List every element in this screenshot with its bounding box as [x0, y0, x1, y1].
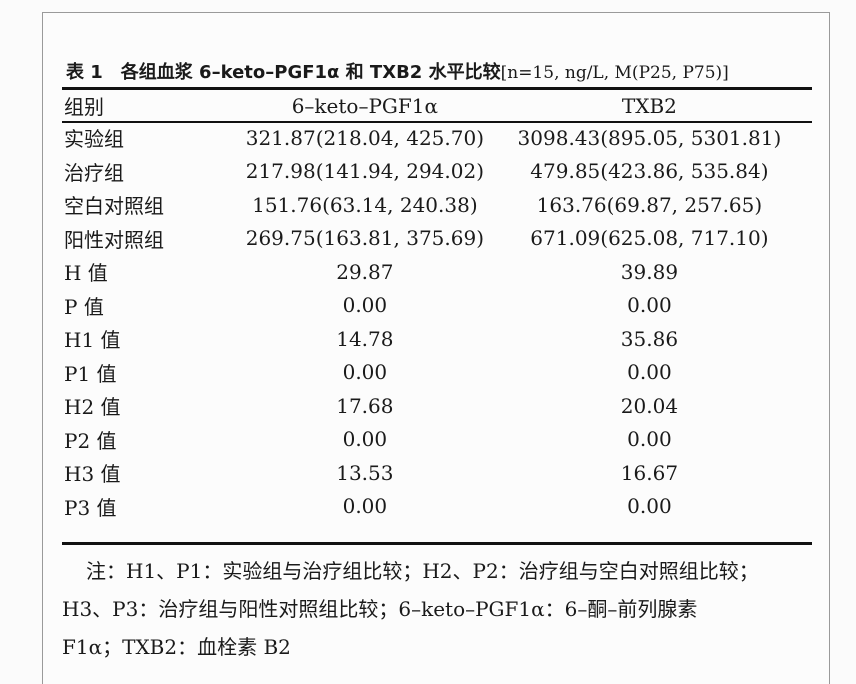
table-row: 阳性对照组 269.75(163.81, 375.69) 671.09(625.08… [62, 222, 812, 256]
table-cell: 0.00 [342, 293, 388, 318]
row-label: P3 值 [64, 495, 117, 520]
table-cell: 321.87(218.04, 425.70) [245, 125, 484, 150]
table-caption: 表 1 各组血浆 6–keto–PGF1α 和 TXB2 水平比较[n=15, … [66, 58, 806, 84]
table-cell: 39.89 [620, 259, 679, 284]
table-header-row: 组别 6–keto–PGF1α TXB2 [62, 90, 812, 121]
table-cell: 671.09(625.08, 717.10) [530, 226, 769, 251]
table-row: H2 值 17.68 20.04 [62, 389, 812, 423]
data-table: 组别 6–keto–PGF1α TXB2 实验组 321.87(218.04, 4… [62, 90, 812, 523]
table-cell: 16.67 [620, 460, 679, 485]
note-line-3: F1α；TXB2：血栓素 B2 [62, 635, 291, 659]
table-cell: 0.00 [342, 427, 388, 452]
table-cell: 17.68 [336, 393, 394, 418]
table-row: P2 值 0.00 0.00 [62, 423, 812, 457]
table-cell: 0.00 [342, 360, 388, 385]
row-label: H 值 [64, 261, 108, 286]
note-line-2: H3、P3：治疗组与阳性对照组比较；6–keto–PGF1α：6–酮–前列腺素 [62, 597, 698, 621]
row-label: 实验组 [64, 127, 124, 152]
table-row: 实验组 321.87(218.04, 425.70) 3098.43(895.05,… [62, 121, 812, 155]
table-row: P 值 0.00 0.00 [62, 289, 812, 323]
header-rule [62, 121, 812, 123]
row-label: 阳性对照组 [64, 227, 164, 252]
table-cell: 0.00 [342, 494, 388, 519]
table-cell: 35.86 [620, 326, 679, 351]
top-rule [62, 87, 812, 90]
row-label: P1 值 [64, 361, 117, 386]
table-row: 治疗组 217.98(141.94, 294.02) 479.85(423.86, … [62, 155, 812, 189]
table-row: P3 值 0.00 0.00 [62, 490, 812, 524]
table-row: H1 值 14.78 35.86 [62, 322, 812, 356]
table-cell: 13.53 [336, 460, 394, 485]
header-txb2: TXB2 [621, 93, 677, 118]
table-row: P1 值 0.00 0.00 [62, 356, 812, 390]
table-row: H3 值 13.53 16.67 [62, 456, 812, 490]
header-group: 组别 [64, 95, 104, 119]
row-label: 空白对照组 [64, 194, 164, 219]
table-cell: 0.00 [627, 494, 672, 519]
header-keto: 6–keto–PGF1α [291, 93, 439, 118]
table-subtitle: [n=15, ng/L, M(P25, P75)] [500, 63, 729, 83]
table-cell: 0.00 [627, 427, 672, 452]
row-label: H1 值 [64, 328, 121, 353]
row-label: H3 值 [64, 462, 121, 487]
row-label: P 值 [64, 294, 104, 319]
table-note: 注：H1、P1：实验组与治疗组比较；H2、P2：治疗组与空白对照组比较； H3、… [62, 552, 812, 666]
table-cell: 479.85(423.86, 535.84) [530, 159, 769, 184]
document-frame [42, 12, 830, 684]
table-cell: 151.76(63.14, 240.38) [252, 192, 478, 217]
table-cell: 0.00 [627, 360, 672, 385]
table-row: H 值 29.87 39.89 [62, 255, 812, 289]
row-label: P2 值 [64, 428, 117, 453]
table-cell: 217.98(141.94, 294.02) [245, 159, 484, 184]
note-line-1: 注：H1、P1：实验组与治疗组比较；H2、P2：治疗组与空白对照组比较； [86, 559, 759, 583]
table-cell: 20.04 [620, 393, 679, 418]
table-cell: 29.87 [336, 259, 394, 284]
row-label: H2 值 [64, 395, 121, 420]
table-cell: 14.78 [336, 326, 394, 351]
table-cell: 3098.43(895.05, 5301.81) [517, 125, 782, 150]
table-cell: 163.76(69.87, 257.65) [536, 192, 763, 217]
bottom-rule [62, 542, 812, 545]
table-cell: 0.00 [627, 293, 672, 318]
table-cell: 269.75(163.81, 375.69) [245, 226, 484, 251]
table-row: 空白对照组 151.76(63.14, 240.38) 163.76(69.87, … [62, 188, 812, 222]
table-title: 表 1 各组血浆 6–keto–PGF1α 和 TXB2 水平比较 [66, 62, 501, 83]
row-label: 治疗组 [64, 160, 124, 185]
